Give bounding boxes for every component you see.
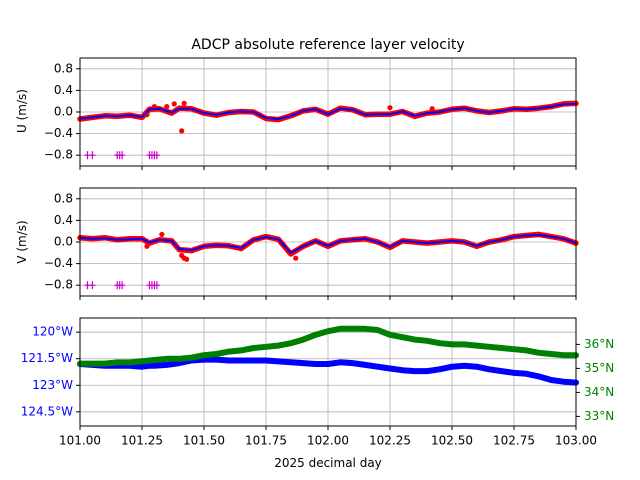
outlier-point bbox=[184, 256, 190, 262]
outlier-point bbox=[159, 231, 165, 238]
x-tick-label: 101.25 bbox=[121, 434, 163, 448]
outlier-point bbox=[144, 243, 150, 249]
outlier-point bbox=[181, 100, 187, 106]
outlier-point bbox=[164, 104, 170, 110]
outlier-point bbox=[179, 128, 185, 134]
y-tick-label: −0.8 bbox=[44, 148, 73, 162]
x-tick-label: 102.50 bbox=[431, 434, 473, 448]
position-panel: 101.00 101.25 101.50 101.75 102.00 102.25 102.… bbox=[21, 317, 614, 470]
outlier-point bbox=[171, 101, 177, 107]
x-axis-label: 2025 decimal day bbox=[274, 456, 382, 470]
outlier-point bbox=[429, 106, 435, 112]
y-tick-label: −0.4 bbox=[44, 256, 73, 270]
outlier-point bbox=[151, 104, 157, 110]
smoothed-velocity-line bbox=[79, 234, 577, 254]
latitude-tick-label: 33°N bbox=[584, 409, 614, 423]
y-tick-label: 0.4 bbox=[54, 213, 73, 227]
outlier-point bbox=[387, 105, 393, 111]
y-tick-label: −0.8 bbox=[44, 278, 73, 292]
u-y-axis-label: U (m/s) bbox=[15, 89, 29, 133]
x-tick-label: 102.25 bbox=[369, 434, 411, 448]
longitude-tick-label: 121.5°W bbox=[21, 351, 73, 365]
latitude-tick-label: 36°N bbox=[584, 337, 614, 351]
y-tick-label: 0.0 bbox=[54, 105, 73, 119]
longitude-track bbox=[77, 356, 579, 386]
x-tick-label: 102.75 bbox=[493, 434, 535, 448]
latitude-track bbox=[77, 325, 579, 367]
latitude-tick-label: 34°N bbox=[584, 385, 614, 399]
x-tick-label: 101.50 bbox=[183, 434, 225, 448]
u-velocity-panel: 0.8 0.4 0.0 −0.4 −0.8 U (m/s) bbox=[15, 57, 579, 170]
v-velocity-panel: 0.8 0.4 0.0 −0.4 −0.8 V (m/s) bbox=[15, 187, 579, 300]
x-tick-label: 102.00 bbox=[307, 434, 349, 448]
x-tick-label: 103.00 bbox=[555, 434, 597, 448]
x-tick-label: 101.00 bbox=[59, 434, 101, 448]
y-tick-label: −0.4 bbox=[44, 126, 73, 140]
y-tick-label: 0.8 bbox=[54, 191, 73, 205]
y-tick-label: 0.4 bbox=[54, 83, 73, 97]
figure-title: ADCP absolute reference layer velocity bbox=[191, 37, 464, 53]
v-y-axis-label: V (m/s) bbox=[15, 220, 29, 263]
outlier-point bbox=[293, 255, 299, 261]
latitude-tick-label: 35°N bbox=[584, 361, 614, 375]
x-tick-label: 101.75 bbox=[245, 434, 287, 448]
y-tick-label: 0.8 bbox=[54, 61, 73, 75]
longitude-tick-label: 124.5°W bbox=[21, 404, 73, 418]
smoothed-velocity-line bbox=[79, 102, 577, 120]
y-tick-label: 0.0 bbox=[54, 235, 73, 249]
longitude-tick-label: 120°W bbox=[32, 325, 73, 339]
longitude-tick-label: 123°W bbox=[32, 378, 73, 392]
